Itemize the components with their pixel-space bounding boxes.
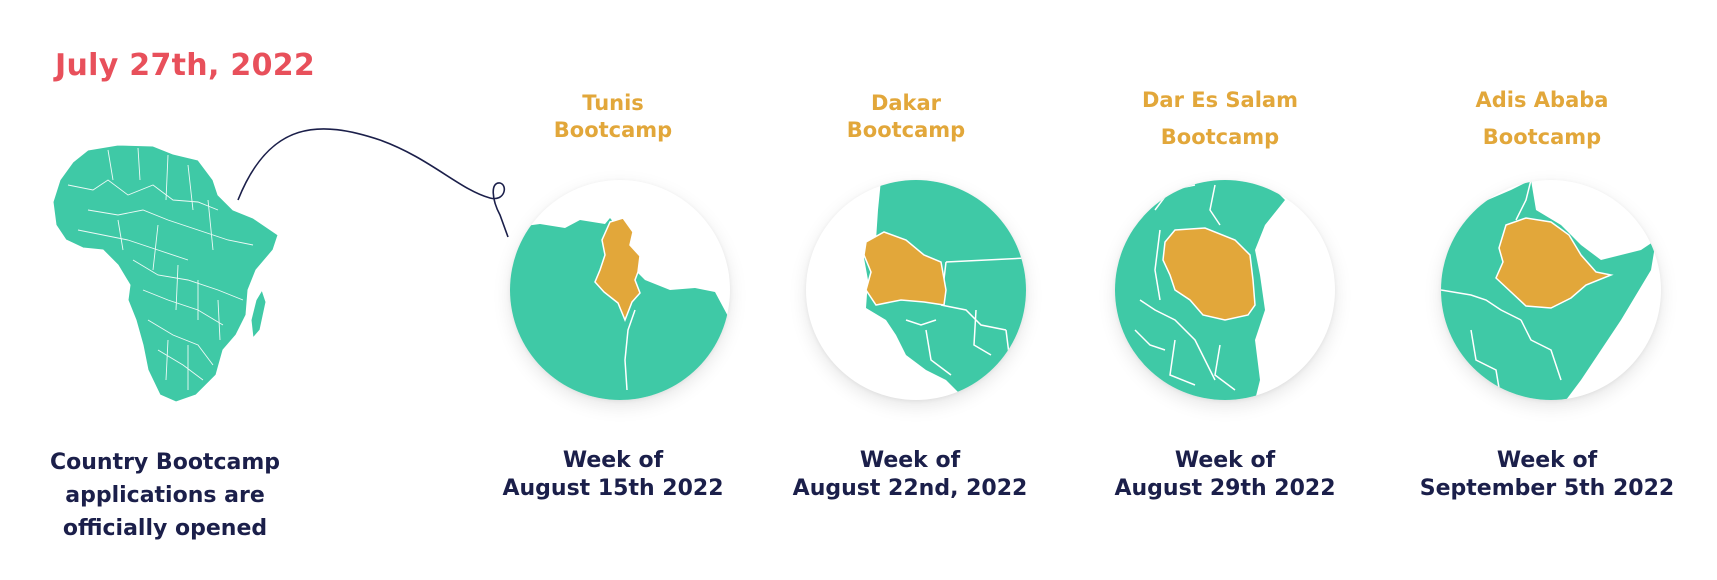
week-of-label: Week of [859, 448, 961, 473]
tunisia-map-icon [510, 217, 730, 400]
week-date: August 15th 2022 [502, 476, 724, 501]
africa-map-icon [52, 144, 279, 403]
bootcamp-city: Dakar [870, 91, 942, 115]
bootcamp-map-dar-es-salam [1115, 180, 1335, 400]
week-of-label: Week of [1496, 448, 1598, 473]
bootcamp-label: Bootcamp [846, 118, 966, 142]
week-date: September 5th 2022 [1419, 476, 1675, 501]
week-date: August 29th 2022 [1114, 476, 1336, 501]
bootcamp-week-tunis: Week of August 15th 2022 [473, 447, 753, 503]
opened-line-1: Country Bootcamp [49, 450, 281, 475]
opened-line-3: officially opened [62, 516, 268, 541]
opened-line-2: applications are [65, 483, 265, 508]
bootcamp-map-tunis [510, 180, 730, 400]
week-date: August 22nd, 2022 [792, 476, 1028, 501]
senegal-map-icon [863, 180, 1026, 400]
bootcamp-city: Tunis [582, 91, 644, 115]
applications-opened-text: Country Bootcamp applications are offici… [40, 446, 290, 545]
week-of-label: Week of [562, 448, 664, 473]
bootcamp-label: Bootcamp [1482, 125, 1602, 149]
bootcamp-title-tunis: Tunis Bootcamp [493, 90, 733, 144]
week-of-label: Week of [1174, 448, 1276, 473]
bootcamp-week-dakar: Week of August 22nd, 2022 [770, 447, 1050, 503]
bootcamp-city: Adis Ababa [1475, 88, 1609, 112]
bootcamp-label: Bootcamp [1160, 125, 1280, 149]
bootcamp-title-dakar: Dakar Bootcamp [786, 90, 1026, 144]
bootcamp-week-dar-es-salam: Week of August 29th 2022 [1085, 447, 1365, 503]
bootcamp-week-adis-ababa: Week of September 5th 2022 [1407, 447, 1687, 503]
bootcamp-map-adis-ababa [1441, 180, 1661, 400]
bootcamp-title-dar-es-salam: Dar Es Salam Bootcamp [1100, 87, 1340, 151]
launch-date: July 27th, 2022 [55, 48, 316, 83]
ethiopia-map-icon [1441, 180, 1656, 400]
bootcamp-city: Dar Es Salam [1142, 88, 1298, 112]
bootcamp-map-dakar [806, 180, 1026, 400]
bootcamp-title-adis-ababa: Adis Ababa Bootcamp [1422, 87, 1662, 151]
bootcamp-label: Bootcamp [553, 118, 673, 142]
tanzania-map-icon [1115, 180, 1285, 400]
